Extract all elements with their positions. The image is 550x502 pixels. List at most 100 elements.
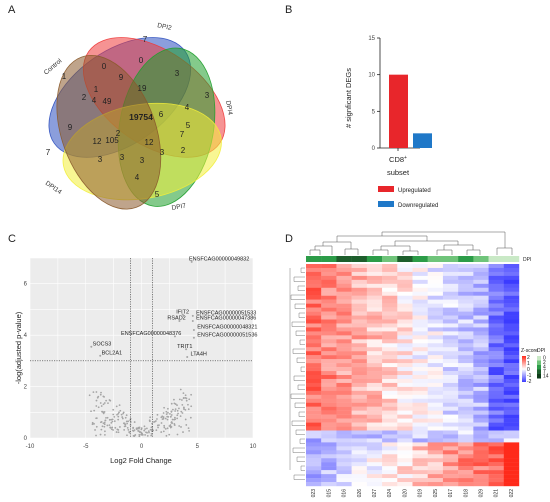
row-dendrogram-branch <box>294 402 305 408</box>
heatmap-cell <box>321 414 337 419</box>
heatmap-cell <box>427 470 444 475</box>
heatmap-cell <box>351 438 368 443</box>
volcano-point <box>95 399 98 402</box>
volcano-point <box>184 418 187 421</box>
volcano-point <box>173 398 175 401</box>
heatmap-cell <box>427 474 444 479</box>
heatmap-column-label: 024 <box>387 489 393 498</box>
heatmap-cell <box>382 367 398 372</box>
volcano-point <box>178 398 181 401</box>
heatmap-cell <box>336 390 352 396</box>
volcano-point <box>169 413 171 415</box>
volcano-labeled-point <box>90 345 93 348</box>
volcano-point <box>90 410 92 413</box>
heatmap-cell <box>412 264 428 269</box>
heatmap-cell <box>321 271 337 277</box>
heatmap-cell <box>351 275 368 281</box>
heatmap-cell <box>458 279 474 285</box>
dpi-annotation-cell <box>366 256 383 262</box>
heatmap-cell <box>382 295 398 300</box>
volcano-point <box>88 394 91 397</box>
bar-chart-category-label: CD8+ <box>389 155 407 164</box>
heatmap-cell <box>366 291 383 296</box>
heatmap-cell <box>351 355 368 360</box>
heatmap-cell <box>366 458 383 463</box>
row-dendrogram-branch <box>300 366 305 372</box>
volcano-point <box>93 409 96 412</box>
volcano-point <box>182 392 185 395</box>
heatmap-cell <box>442 438 459 443</box>
row-dendrogram-branch <box>297 285 305 291</box>
heatmap-cell <box>306 434 322 439</box>
heatmap-cell <box>382 382 398 388</box>
venn-region-count: 0 <box>102 62 107 71</box>
heatmap-cell <box>442 335 459 340</box>
heatmap-cell <box>351 390 368 396</box>
venn-region-count: 5 <box>186 121 191 130</box>
heatmap-cell <box>412 359 428 364</box>
bar-chart-bars <box>389 74 432 148</box>
heatmap-cell <box>427 414 444 419</box>
heatmap-cell <box>382 315 398 320</box>
volcano-point <box>91 423 94 426</box>
heatmap-cell <box>488 430 504 435</box>
volcano-grid <box>29 257 254 439</box>
heatmap-cell <box>442 426 459 431</box>
heatmap-cell <box>473 394 489 399</box>
heatmap-cell <box>503 299 520 304</box>
heatmap-cell <box>503 343 520 348</box>
heatmap-cell <box>473 271 489 277</box>
heatmap-cell <box>412 438 428 443</box>
heatmap-cell <box>488 299 504 304</box>
volcano-point <box>123 425 126 428</box>
heatmap-cell <box>427 267 444 273</box>
heatmap-cell <box>306 454 322 459</box>
heatmap-cell <box>336 311 352 316</box>
volcano-point <box>126 422 129 425</box>
heatmap-cell <box>473 267 489 273</box>
heatmap-cell <box>351 363 368 368</box>
heatmap-cell <box>427 367 444 372</box>
heatmap-cell <box>336 466 352 471</box>
volcano-point <box>144 428 147 430</box>
volcano-ytick-label: 2 <box>24 385 28 391</box>
volcano-point <box>174 418 177 421</box>
heatmap-cell <box>458 291 474 296</box>
heatmap-cell <box>427 319 444 324</box>
heatmap-cell <box>397 446 413 451</box>
heatmap-cell <box>488 331 504 336</box>
heatmap-cell <box>382 398 398 403</box>
heatmap-cell <box>366 363 383 368</box>
heatmap-cell <box>473 295 489 300</box>
heatmap-cell <box>336 442 352 447</box>
bar-downregulated <box>413 133 432 148</box>
heatmap-column-label: 029 <box>478 489 484 498</box>
volcano-point <box>100 405 103 407</box>
heatmap-cell <box>382 264 398 269</box>
heatmap-cell <box>321 375 337 380</box>
heatmap-cell <box>442 375 459 380</box>
heatmap-cell <box>427 307 444 312</box>
dendrogram-branch <box>344 248 359 255</box>
zscore-legend-title: Z-score <box>521 348 538 354</box>
heatmap-cell <box>458 446 474 451</box>
bar-chart-ylabel: # signficant DEGs <box>344 68 353 128</box>
volcano-point <box>170 425 173 428</box>
heatmap-cell <box>397 422 413 427</box>
venn-region-count: 49 <box>103 97 112 106</box>
heatmap-cell <box>382 323 398 328</box>
volcano-point <box>145 427 148 430</box>
heatmap-cell <box>336 363 352 368</box>
heatmap-column-label: 025 <box>433 489 439 498</box>
volcano-point <box>117 431 120 434</box>
heatmap-cell <box>366 418 383 423</box>
heatmap-cell <box>473 367 489 372</box>
heatmap-cell <box>351 474 368 479</box>
heatmap-cell <box>503 414 520 419</box>
heatmap-cell <box>427 390 444 396</box>
heatmap-cell <box>488 402 504 407</box>
heatmap-cell <box>351 267 368 273</box>
volcano-point <box>174 410 177 412</box>
heatmap-cell <box>458 271 474 277</box>
heatmap-cell <box>366 367 383 372</box>
